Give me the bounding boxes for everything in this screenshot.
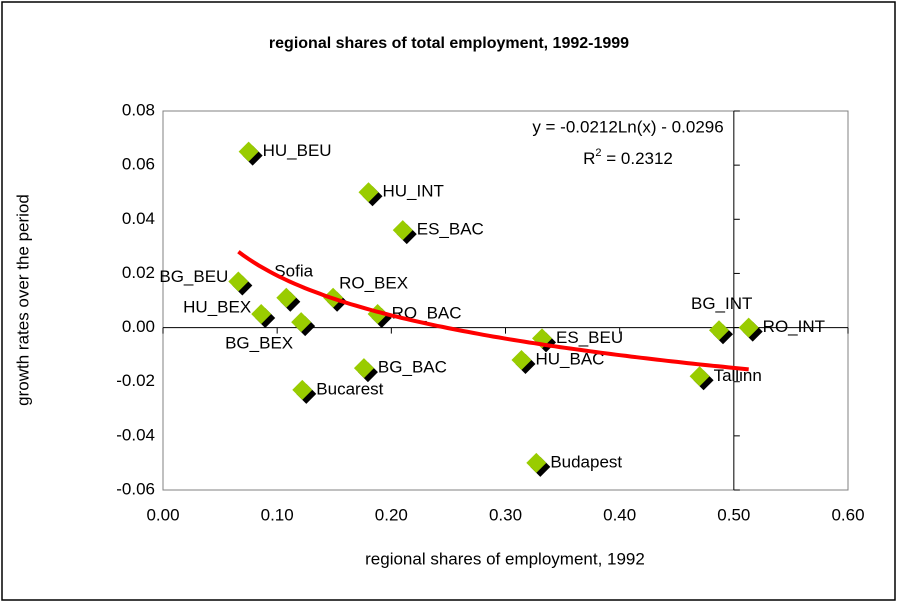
y-axis-label: growth rates over the period (13, 194, 32, 406)
data-point (526, 452, 551, 477)
point-label: ES_BEU (556, 328, 623, 347)
data-point (353, 358, 378, 383)
point-marker (353, 358, 374, 379)
x-tick-label: 0.60 (831, 505, 864, 524)
data-point (251, 304, 276, 329)
y-tick-label: -0.06 (116, 479, 155, 498)
point-label: BG_INT (691, 294, 752, 313)
point-marker (689, 366, 710, 387)
point-label: Bucarest (316, 379, 383, 398)
x-tick-label: 0.50 (717, 505, 750, 524)
y-tick-label: 0.04 (122, 209, 155, 228)
point-marker (291, 312, 312, 333)
trendline (237, 250, 749, 372)
chart-title: regional shares of total employment, 199… (269, 35, 629, 52)
point-label: HU_INT (383, 182, 444, 201)
data-point (358, 182, 383, 207)
point-marker (228, 271, 249, 292)
x-tick-label: 0.40 (603, 505, 636, 524)
r-squared-part: R (583, 149, 595, 168)
point-label: HU_BEX (183, 298, 251, 317)
point-marker (511, 350, 532, 371)
point-marker (251, 304, 272, 325)
point-label: BG_BEX (225, 334, 293, 353)
y-tick-label: 0.02 (122, 263, 155, 282)
data-point (689, 366, 714, 391)
x-tick-label: 0.30 (489, 505, 522, 524)
y-tick-label: 0.00 (122, 317, 155, 336)
point-label: ES_BAC (417, 220, 484, 239)
trend-equation: y = -0.0212Ln(x) - 0.0296 (532, 117, 723, 136)
r-squared-part: 2 (595, 147, 601, 159)
x-tick-label: 0.20 (375, 505, 408, 524)
data-point (276, 287, 301, 312)
point-marker (526, 452, 547, 473)
y-tick-label: -0.02 (116, 371, 155, 390)
point-label: RO_BEX (339, 273, 408, 292)
point-marker (392, 220, 413, 241)
r-squared-part: = 0.2312 (602, 149, 673, 168)
data-point (392, 220, 417, 245)
y-tick-label: -0.04 (116, 425, 155, 444)
data-point (291, 312, 316, 337)
point-label: BG_BEU (159, 267, 228, 286)
point-marker (292, 379, 313, 400)
point-label: Budapest (550, 452, 622, 471)
r-squared: R2 = 0.2312 (583, 147, 673, 169)
data-point (238, 141, 263, 166)
point-marker (358, 182, 379, 203)
point-label: Tallinn (714, 366, 762, 385)
data-point (511, 350, 536, 375)
x-tick-label: 0.10 (261, 505, 294, 524)
data-point (292, 379, 317, 404)
point-label: BG_BAC (378, 358, 447, 377)
point-label: Sofia (274, 261, 313, 280)
point-marker (276, 287, 297, 308)
x-tick-label: 0.00 (146, 505, 179, 524)
y-tick-label: 0.08 (122, 100, 155, 119)
point-label: HU_BAC (535, 350, 604, 369)
point-marker (708, 320, 729, 341)
point-marker (738, 317, 759, 338)
data-point (228, 271, 253, 296)
point-label: HU_BEU (263, 141, 332, 160)
point-label: RO_INT (763, 317, 825, 336)
data-point (708, 320, 733, 345)
plot-area (162, 110, 849, 491)
x-axis-label: regional shares of employment, 1992 (365, 549, 645, 568)
y-tick-label: 0.06 (122, 155, 155, 174)
data-point (738, 317, 763, 342)
point-marker (238, 141, 259, 162)
